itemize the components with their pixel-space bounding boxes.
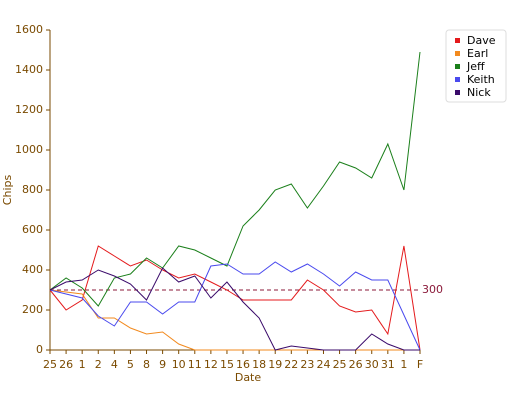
reference-label: 300 bbox=[422, 283, 443, 296]
x-tick-label: 15 bbox=[220, 358, 234, 371]
y-tick-label: 600 bbox=[22, 223, 43, 236]
legend-label: Earl bbox=[467, 47, 488, 60]
x-axis-label: Date bbox=[235, 371, 262, 384]
y-tick-label: 1200 bbox=[15, 103, 43, 116]
y-tick-label: 1400 bbox=[15, 63, 43, 76]
x-tick-label: 1 bbox=[400, 358, 407, 371]
x-tick-label: 26 bbox=[349, 358, 363, 371]
x-tick-label: 16 bbox=[236, 358, 250, 371]
x-tick-label: 30 bbox=[365, 358, 379, 371]
x-tick-label: 2 bbox=[95, 358, 102, 371]
x-tick-label: 4 bbox=[111, 358, 118, 371]
y-tick-label: 800 bbox=[22, 183, 43, 196]
legend-swatch bbox=[455, 77, 460, 82]
legend-label: Jeff bbox=[466, 60, 485, 73]
x-tick-label: 25 bbox=[333, 358, 347, 371]
x-tick-label: 31 bbox=[381, 358, 395, 371]
series-line bbox=[49, 289, 420, 351]
x-tick-label: 23 bbox=[300, 358, 314, 371]
x-tick-label: 25 bbox=[43, 358, 57, 371]
x-tick-label: 5 bbox=[127, 358, 134, 371]
y-tick-label: 200 bbox=[22, 303, 43, 316]
x-tick-label: 1 bbox=[79, 358, 86, 371]
y-tick-label: 1600 bbox=[15, 23, 43, 36]
x-tick-label: 18 bbox=[252, 358, 266, 371]
y-axis-label: Chips bbox=[1, 175, 14, 206]
x-tick-label: 26 bbox=[59, 358, 73, 371]
legend-label: Keith bbox=[467, 73, 495, 86]
y-tick-label: 1000 bbox=[15, 143, 43, 156]
x-tick-label: 8 bbox=[143, 358, 150, 371]
legend-swatch bbox=[455, 51, 460, 56]
x-tick-label: 19 bbox=[268, 358, 282, 371]
legend-box bbox=[445, 29, 507, 103]
legend-label: Nick bbox=[467, 86, 491, 99]
legend-swatch bbox=[455, 64, 460, 69]
series-line bbox=[49, 267, 420, 351]
series-line bbox=[49, 261, 421, 351]
y-tick-label: 400 bbox=[22, 263, 43, 276]
y-tick-label: 0 bbox=[36, 343, 43, 356]
x-tick-label: 12 bbox=[204, 358, 218, 371]
series-line bbox=[49, 245, 421, 351]
x-tick-label: 22 bbox=[284, 358, 298, 371]
x-tick-label: 10 bbox=[172, 358, 186, 371]
legend-swatch bbox=[455, 90, 460, 95]
series-line bbox=[49, 51, 421, 307]
legend-swatch bbox=[455, 38, 460, 43]
x-tick-label: 11 bbox=[188, 358, 202, 371]
legend-label: Dave bbox=[467, 34, 496, 47]
x-tick-label: 9 bbox=[159, 358, 166, 371]
x-tick-label: 24 bbox=[316, 358, 330, 371]
x-tick-label: F bbox=[417, 358, 423, 371]
